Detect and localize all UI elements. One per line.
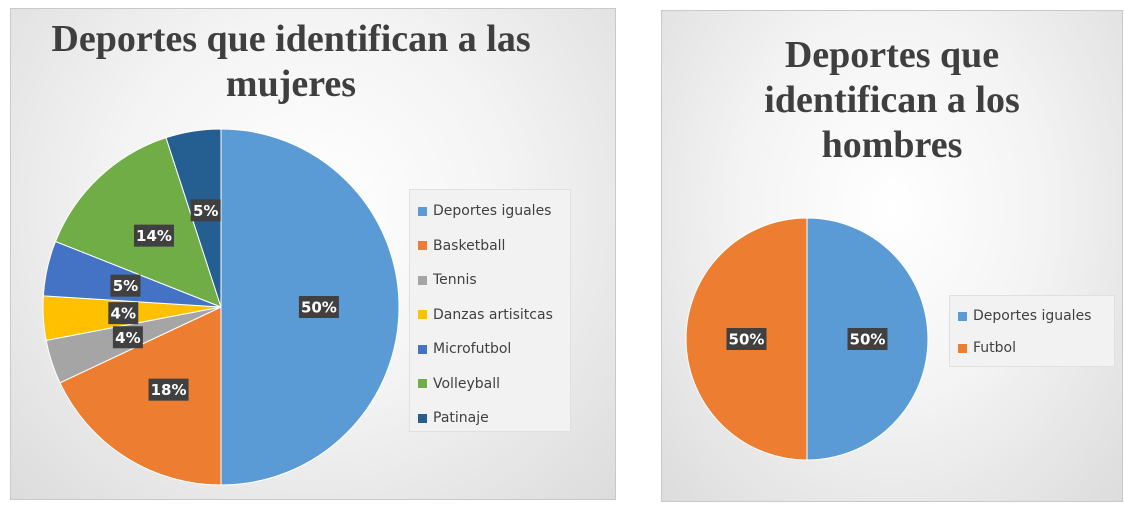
chart-legend: Deportes iguales Futbol <box>949 295 1115 367</box>
legend-item-deportes-iguales: Deportes iguales <box>418 194 562 229</box>
legend-swatch <box>418 413 427 423</box>
data-label-basketball: 18% <box>148 378 189 401</box>
svg-text:5%: 5% <box>193 202 218 220</box>
svg-text:5%: 5% <box>113 277 138 295</box>
svg-text:14%: 14% <box>136 227 172 245</box>
pie-chart-hombres: 50% 50% <box>685 217 929 461</box>
svg-text:50%: 50% <box>301 299 337 317</box>
svg-text:4%: 4% <box>115 329 140 347</box>
legend-label: Basketball <box>433 237 506 254</box>
data-label-danzas-artisitcas: 4% <box>108 302 139 325</box>
legend-swatch <box>418 275 427 285</box>
legend-label: Danzas artisitcas <box>433 306 553 323</box>
legend-item-tennis: Tennis <box>418 263 562 298</box>
data-label-deportes-iguales: 50% <box>847 328 888 350</box>
data-label-volleyball: 14% <box>133 224 174 247</box>
chart-panel-mujeres: Deportes que identifican a las mujeres 5… <box>10 8 616 500</box>
legend-label: Patinaje <box>433 410 489 427</box>
data-label-futbol: 50% <box>726 328 767 350</box>
data-label-deportes-iguales: 50% <box>298 296 339 318</box>
chart-title: Deportes que identifican a las mujeres <box>51 18 531 105</box>
legend-swatch <box>418 206 427 216</box>
svg-text:50%: 50% <box>729 331 765 349</box>
chart-panel-hombres: Deportes que identifican a los hombres 5… <box>661 10 1123 502</box>
legend-swatch <box>418 241 427 251</box>
legend-item-danzas-artisitcas: Danzas artisitcas <box>418 298 562 333</box>
svg-text:4%: 4% <box>111 305 136 323</box>
data-label-patinaje: 5% <box>190 199 221 222</box>
legend-item-microfutbol: Microfutbol <box>418 332 562 367</box>
legend-label: Deportes iguales <box>973 308 1092 324</box>
legend-item-basketball: Basketball <box>418 229 562 264</box>
legend-label: Volleyball <box>433 375 500 392</box>
chart-title: Deportes que identifican a los hombres <box>764 34 1020 166</box>
legend-swatch <box>958 343 967 353</box>
pie-chart-mujeres: 50% 18% 4% 4% 5% 14% 5% <box>42 128 400 486</box>
svg-text:18%: 18% <box>151 381 187 399</box>
legend-swatch <box>418 310 427 320</box>
legend-label: Futbol <box>973 340 1016 356</box>
legend-label: Tennis <box>433 272 477 289</box>
legend-item-futbol: Futbol <box>958 332 1106 364</box>
data-label-tennis: 4% <box>112 326 143 349</box>
legend-swatch <box>418 344 427 354</box>
chart-legend: Deportes iguales Basketball Tennis Danzas a… <box>409 189 571 432</box>
legend-label: Microfutbol <box>433 341 512 358</box>
legend-item-volleyball: Volleyball <box>418 367 562 402</box>
legend-item-patinaje: Patinaje <box>418 401 562 436</box>
svg-text:50%: 50% <box>850 331 886 349</box>
pie-slice-basketball <box>59 306 222 486</box>
legend-item-deportes-iguales: Deportes iguales <box>958 300 1106 332</box>
legend-swatch <box>958 311 967 321</box>
data-label-microfutbol: 5% <box>110 274 141 297</box>
legend-label: Deportes iguales <box>433 203 552 220</box>
legend-swatch <box>418 379 427 389</box>
